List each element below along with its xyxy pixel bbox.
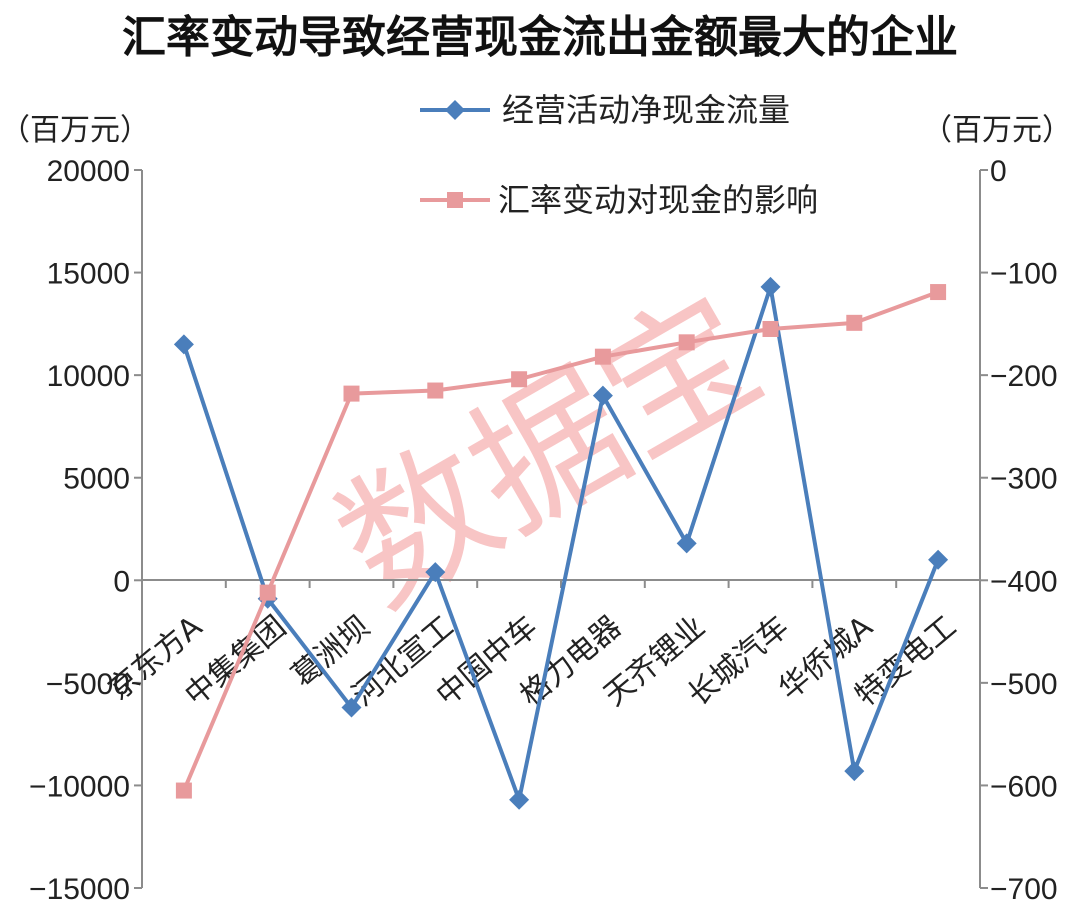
right-tick-label: −500 [990,668,1058,701]
tick-labels: 20000 0 15000 −100 10000 −200 5000 −300 0 −400 −50… [29,155,1058,900]
data-point [343,385,360,402]
data-point [592,385,613,406]
axes [141,170,981,888]
data-point [844,761,865,782]
chart-title: 汇率变动导致经营现金流出金额最大的企业 [122,12,958,63]
legend-marker [445,100,465,120]
right-tick-label: −600 [990,770,1058,803]
series-line [182,290,939,792]
right-tick-label: 0 [990,155,1007,188]
left-tick-label: 10000 [47,360,130,393]
data-point [425,562,446,583]
data-point [511,371,528,388]
left-tick-label: 0 [113,565,130,598]
left-tick-label: 20000 [47,155,130,188]
data-point [259,584,276,601]
right-tick-label: −200 [990,360,1058,393]
data-point [678,334,695,351]
data-point [341,697,362,718]
right-tick-label: −300 [990,463,1058,496]
left-axis-unit: （百万元） [0,114,150,147]
legend-label: 汇率变动对现金的影响 [498,181,818,219]
left-tick-label: 5000 [63,463,130,496]
left-tick-label: −15000 [29,873,130,900]
data-point [846,314,863,331]
data-point [175,782,192,799]
legend-marker [447,192,463,208]
series [173,276,949,810]
data-point [594,348,611,365]
left-tick-label: −5000 [46,668,130,701]
data-point [427,382,444,399]
right-tick-label: −100 [990,258,1058,291]
legend-label: 经营活动净现金流量 [502,91,790,129]
data-point [762,320,779,337]
data-point [676,533,697,554]
left-tick-label: 15000 [47,258,130,291]
right-axis-unit: （百万元） [922,114,1072,147]
data-point [760,276,781,297]
data-point [509,789,530,810]
data-point [173,334,194,355]
data-point [928,549,949,570]
data-point [930,284,947,301]
series-line [182,284,940,802]
right-tick-label: −400 [990,565,1058,598]
right-tick-label: −700 [990,873,1058,900]
left-tick-label: −10000 [29,770,130,803]
